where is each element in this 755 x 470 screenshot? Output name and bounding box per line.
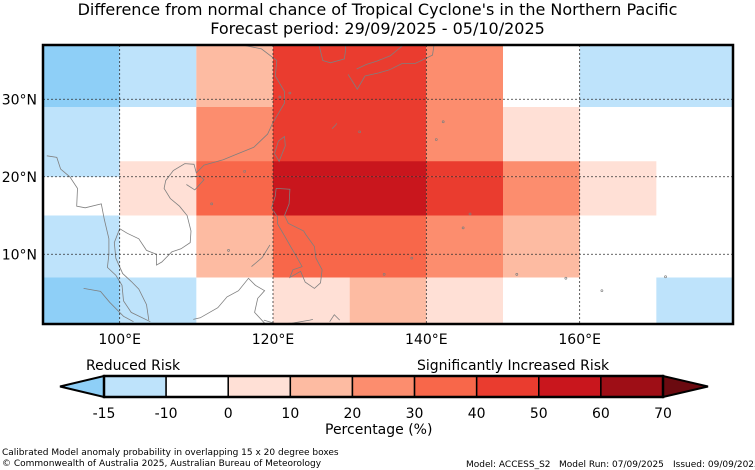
anomaly-cell [579, 161, 657, 177]
anomaly-cell [579, 45, 733, 107]
coastline [113, 44, 285, 321]
anomaly-cell [196, 215, 273, 278]
island-marker [600, 289, 604, 293]
model-run: Model Run: 07/09/2025 [559, 460, 664, 470]
anomaly-cell [43, 215, 120, 278]
island-marker [461, 226, 465, 230]
coastline [347, 44, 435, 90]
anomaly-cell [43, 277, 120, 324]
forecast-period: Forecast period: 29/09/2025 - 05/10/2025 [210, 19, 545, 38]
anomaly-cell [426, 277, 503, 324]
anomaly-cell [656, 277, 733, 324]
anomaly-cell [273, 215, 427, 278]
anomaly-cell [426, 176, 503, 216]
anomaly-cell [43, 45, 120, 107]
model-name: Model: ACCESS_S2 [466, 460, 551, 470]
lat-tick-label: 30°N [2, 92, 37, 108]
island-marker [278, 95, 282, 99]
island-marker [441, 120, 445, 124]
colorbar-axis-label: Percentage (%) [325, 422, 433, 438]
issued-date: Issued: 09/09/2025 [673, 460, 755, 470]
coastline [186, 175, 205, 191]
island-marker [210, 202, 214, 206]
lon-tick-label: 100°E [98, 332, 141, 348]
lon-tick-label: 160°E [558, 332, 601, 348]
calibration-note: Calibrated Model anomaly probability in … [2, 448, 339, 458]
island-marker [288, 91, 292, 95]
increased-risk-label: Significantly Increased Risk [417, 358, 610, 374]
island-marker [243, 169, 246, 173]
coastline [318, 44, 347, 64]
anomaly-cell [119, 277, 197, 324]
coastline [251, 244, 271, 267]
island-marker [664, 275, 667, 279]
island-marker [382, 273, 386, 276]
anomaly-cell [503, 161, 580, 177]
coastline [329, 314, 340, 322]
coastline [331, 123, 337, 129]
island-marker [358, 130, 361, 134]
map-frame [41, 43, 735, 326]
chart-title: Difference from normal chance of Tropica… [77, 0, 678, 19]
anomaly-cell [196, 161, 273, 177]
anomaly-cell [426, 161, 503, 177]
anomaly-cell [579, 176, 657, 216]
anomaly-cell [426, 215, 503, 278]
lat-tick-label: 20°N [2, 170, 37, 186]
coastline [356, 44, 404, 70]
reduced-risk-label: Reduced Risk [86, 358, 181, 374]
island-marker [515, 273, 519, 276]
island-marker [227, 249, 230, 252]
island-marker [434, 138, 438, 141]
island-marker [410, 256, 414, 260]
island-marker [468, 212, 472, 216]
lat-tick-label: 10°N [2, 247, 37, 263]
coastline [271, 188, 323, 289]
anomaly-cell [196, 176, 273, 216]
anomaly-cell [349, 277, 427, 324]
coastlines [46, 44, 667, 325]
lon-tick-label: 120°E [252, 332, 295, 348]
graticule [43, 45, 733, 324]
anomaly-cell [426, 45, 503, 107]
anomaly-cell [273, 45, 427, 107]
coastline [46, 155, 151, 323]
anomaly-cell [119, 45, 197, 107]
anomaly-cell [119, 176, 197, 216]
anomaly-cell [503, 176, 580, 216]
anomaly-cell [119, 161, 197, 177]
coastline [193, 277, 266, 324]
anomaly-cell [503, 215, 580, 278]
island-marker [564, 276, 568, 280]
lon-tick-label: 140°E [405, 332, 448, 348]
copyright-notice: © Commonwealth of Australia 2025, Austra… [2, 459, 322, 469]
anomaly-cell [273, 277, 350, 324]
anomaly-cell [273, 161, 427, 177]
anomaly-cell [196, 45, 273, 107]
anomaly-cell [273, 176, 427, 216]
coastline [274, 135, 286, 163]
anomaly-cell [43, 107, 120, 177]
coastline [83, 288, 134, 323]
